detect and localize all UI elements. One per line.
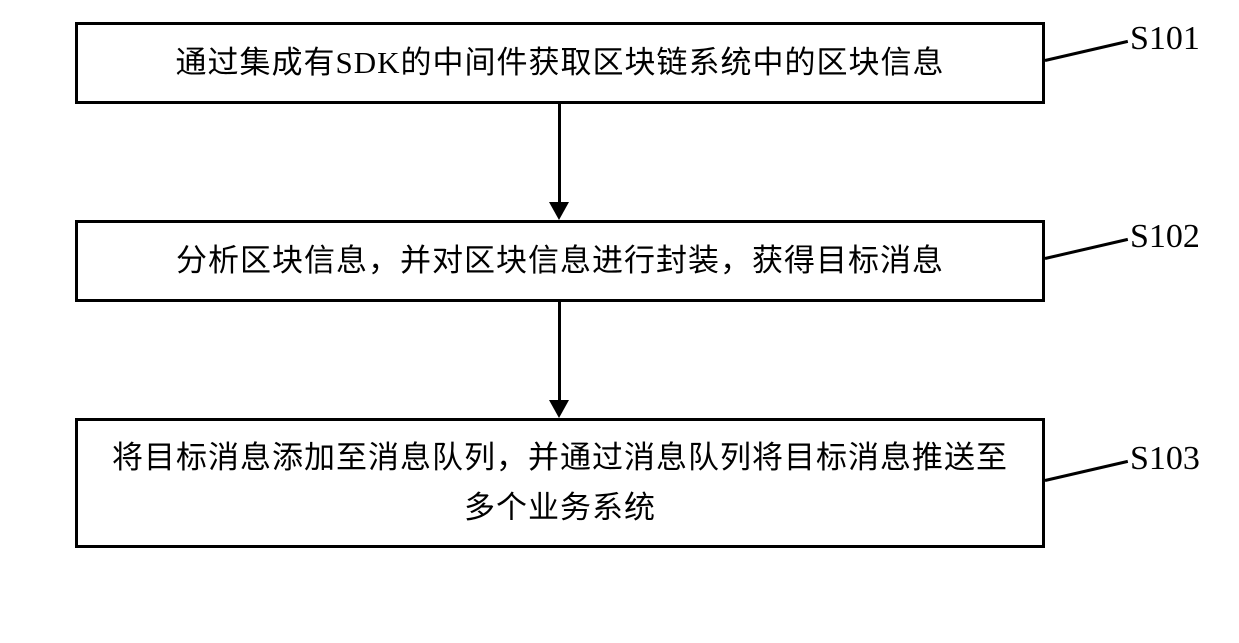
arrow-head xyxy=(549,202,569,220)
arrow-s102-s103 xyxy=(558,302,561,400)
step-box-s103: 将目标消息添加至消息队列，并通过消息队列将目标消息推送至多个业务系统 xyxy=(75,418,1045,548)
step-text: 分析区块信息，并对区块信息进行封装，获得目标消息 xyxy=(176,236,944,286)
step-text: 将目标消息添加至消息队列，并通过消息队列将目标消息推送至多个业务系统 xyxy=(98,433,1022,532)
step-label-s103: S103 xyxy=(1130,440,1200,478)
step-label-s101: S101 xyxy=(1130,20,1200,58)
step-text: 通过集成有SDK的中间件获取区块链系统中的区块信息 xyxy=(175,38,944,88)
arrow-s101-s102 xyxy=(558,104,561,202)
connector-s103 xyxy=(1045,460,1128,482)
flowchart-canvas: 通过集成有SDK的中间件获取区块链系统中的区块信息 S101 分析区块信息，并对… xyxy=(0,0,1239,643)
arrow-head xyxy=(549,400,569,418)
step-label-s102: S102 xyxy=(1130,218,1200,256)
step-box-s102: 分析区块信息，并对区块信息进行封装，获得目标消息 xyxy=(75,220,1045,302)
step-box-s101: 通过集成有SDK的中间件获取区块链系统中的区块信息 xyxy=(75,22,1045,104)
connector-s102 xyxy=(1045,238,1128,260)
connector-s101 xyxy=(1045,40,1128,62)
